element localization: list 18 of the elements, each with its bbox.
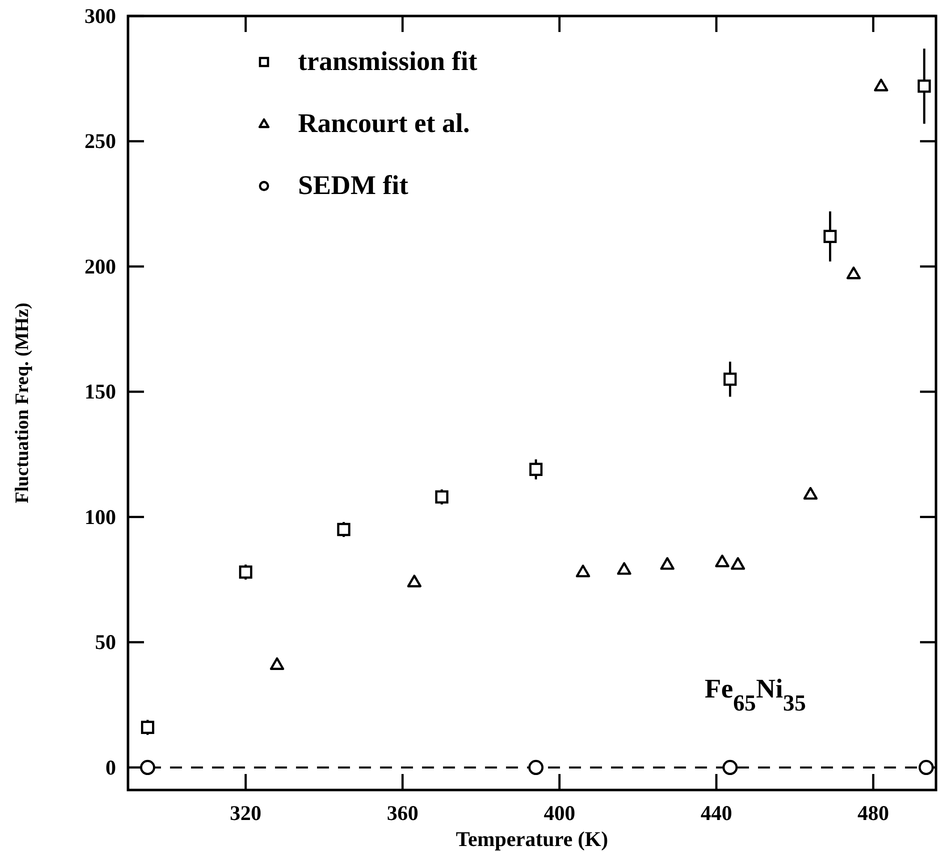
legend-label: SEDM fit bbox=[298, 170, 408, 200]
x-tick-label: 440 bbox=[700, 801, 732, 825]
x-tick-label: 320 bbox=[230, 801, 262, 825]
x-tick-label: 480 bbox=[857, 801, 889, 825]
annotation: Fe$_{65}$Ni$_{35}$ bbox=[704, 673, 806, 715]
legend-label: transmission fit bbox=[298, 46, 478, 76]
y-tick-label: 50 bbox=[95, 630, 116, 654]
y-tick-label: 100 bbox=[84, 504, 116, 529]
x-tick-label: 360 bbox=[386, 801, 418, 825]
y-tick-label: 150 bbox=[84, 380, 116, 404]
y-tick-label: 300 bbox=[84, 4, 116, 28]
y-tick-label: 0 bbox=[106, 755, 116, 780]
x-tick-label: 400 bbox=[544, 801, 576, 825]
x-axis-title: Temperature (K) bbox=[456, 827, 608, 851]
y-tick-label: 200 bbox=[84, 254, 116, 278]
y-axis-title: Fluctuation Freq. (MHz) bbox=[12, 302, 33, 504]
y-tick-label: 250 bbox=[84, 129, 116, 154]
legend-label: Rancourt et al. bbox=[298, 108, 470, 138]
